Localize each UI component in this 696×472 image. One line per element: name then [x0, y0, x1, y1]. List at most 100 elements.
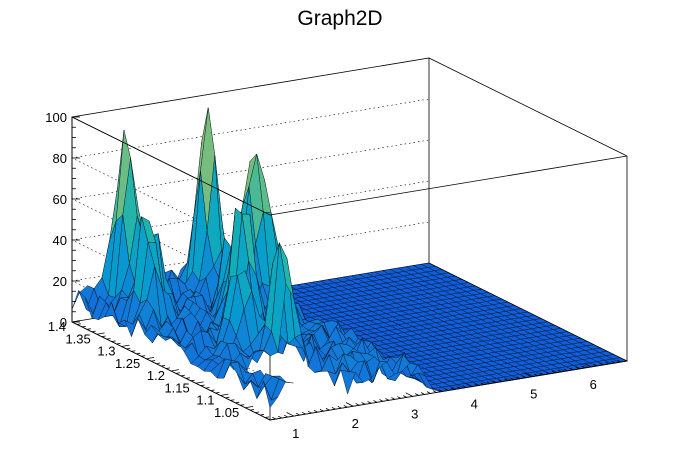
y-minor-tick	[141, 355, 146, 357]
x-minor-tick	[420, 392, 425, 395]
z-tick-label: 20	[53, 274, 67, 289]
x-major-tick	[583, 362, 592, 368]
surface-cell	[263, 380, 278, 408]
y-minor-tick	[200, 384, 205, 387]
y-minor-tick	[250, 409, 255, 411]
x-minor-tick	[533, 373, 538, 377]
x-minor-tick	[450, 387, 455, 390]
y-minor-tick	[190, 379, 195, 382]
y-minor-tick	[264, 416, 270, 418]
x-minor-tick	[593, 363, 598, 367]
y-minor-tick	[175, 372, 180, 374]
y-major-tick	[71, 320, 80, 323]
x-minor-tick	[617, 359, 622, 363]
x-minor-tick	[307, 410, 312, 414]
x-minor-tick	[313, 409, 318, 413]
x-minor-tick	[397, 396, 402, 399]
y-tick-label: 1.4	[48, 319, 66, 334]
x-minor-tick	[462, 385, 467, 388]
y-tick-label: 1.2	[147, 368, 165, 383]
x-major-tick	[524, 372, 532, 378]
x-tick-label: 2	[352, 416, 359, 431]
y-minor-tick	[136, 352, 141, 355]
x-tick-label: 5	[530, 387, 537, 402]
surface-cell	[340, 369, 356, 395]
z-tick-label: 0	[60, 315, 67, 330]
x-tick-label: 1	[292, 426, 299, 441]
y-tick-label: 1.35	[65, 331, 90, 346]
x-minor-tick	[539, 372, 544, 376]
x-minor-tick	[486, 381, 491, 384]
x-major-tick	[405, 392, 413, 397]
x-minor-tick	[510, 377, 515, 381]
x-minor-tick	[569, 367, 574, 371]
y-minor-tick	[235, 401, 240, 404]
y-axis: 1.051.1 1.151.2 1.251.3 1.351.4	[48, 319, 278, 421]
x-minor-tick	[474, 383, 479, 386]
x-minor-tick	[343, 405, 348, 408]
z-tick-label: 60	[53, 192, 67, 207]
y-major-tick	[96, 332, 105, 335]
y-minor-tick	[185, 377, 190, 379]
x-minor-tick	[623, 358, 628, 362]
y-minor-tick	[76, 323, 81, 325]
x-minor-tick	[438, 389, 443, 392]
y-major-tick	[170, 369, 179, 372]
y-minor-tick	[126, 347, 131, 350]
x-minor-tick	[432, 390, 437, 393]
x-minor-tick	[284, 414, 289, 418]
y-minor-tick	[230, 399, 235, 401]
z-tick-label: 100	[45, 110, 67, 125]
y-major-tick	[121, 344, 130, 347]
x-tick-label: 4	[471, 397, 478, 412]
x-minor-tick	[545, 371, 550, 375]
y-minor-tick	[111, 340, 116, 342]
x-minor-tick	[426, 391, 431, 394]
x-minor-tick	[504, 378, 509, 382]
z-tick-label: 80	[53, 151, 67, 166]
x-minor-tick	[456, 386, 461, 389]
x-minor-tick	[367, 401, 372, 404]
y-tick-label: 1.05	[214, 405, 239, 420]
x-major-tick	[464, 382, 473, 387]
z-tick-label: 40	[53, 233, 67, 248]
x-minor-tick	[266, 417, 271, 421]
z-axis: 0 20 40 60 80 100	[45, 110, 80, 330]
y-tick-label: 1.1	[196, 393, 214, 408]
x-minor-tick	[331, 407, 336, 410]
y-minor-tick	[225, 396, 230, 399]
y-major-tick	[146, 356, 155, 360]
x-minor-tick	[337, 406, 342, 409]
x-tick-label: 3	[411, 406, 418, 421]
x-minor-tick	[414, 393, 419, 396]
y-minor-tick	[156, 362, 161, 365]
x-minor-tick	[385, 398, 390, 401]
y-tick-label: 1.3	[97, 344, 115, 359]
y-minor-tick	[101, 335, 106, 338]
x-major-tick	[286, 412, 294, 417]
y-minor-tick	[240, 404, 245, 406]
x-minor-tick	[516, 376, 521, 380]
x-minor-tick	[605, 361, 610, 365]
x-minor-tick	[563, 368, 568, 372]
y-minor-tick	[165, 367, 171, 369]
x-minor-tick	[599, 362, 604, 366]
y-minor-tick	[86, 328, 91, 330]
y-minor-tick	[161, 365, 166, 367]
y-tick-label: 1.25	[115, 356, 140, 371]
x-minor-tick	[355, 403, 360, 406]
x-minor-tick	[581, 365, 586, 369]
x-minor-tick	[379, 399, 384, 402]
x-minor-tick	[278, 415, 283, 419]
x-minor-tick	[295, 412, 300, 416]
y-minor-tick	[180, 374, 185, 377]
x-minor-tick	[611, 360, 616, 364]
x-minor-tick	[272, 416, 277, 420]
y-minor-tick	[260, 414, 265, 416]
x-tick-label: 6	[590, 377, 597, 392]
x-minor-tick	[522, 375, 527, 379]
x-axis: 1 2 3 4 5 6	[266, 358, 628, 441]
y-minor-tick	[81, 325, 86, 328]
top-left-edge	[71, 116, 271, 216]
